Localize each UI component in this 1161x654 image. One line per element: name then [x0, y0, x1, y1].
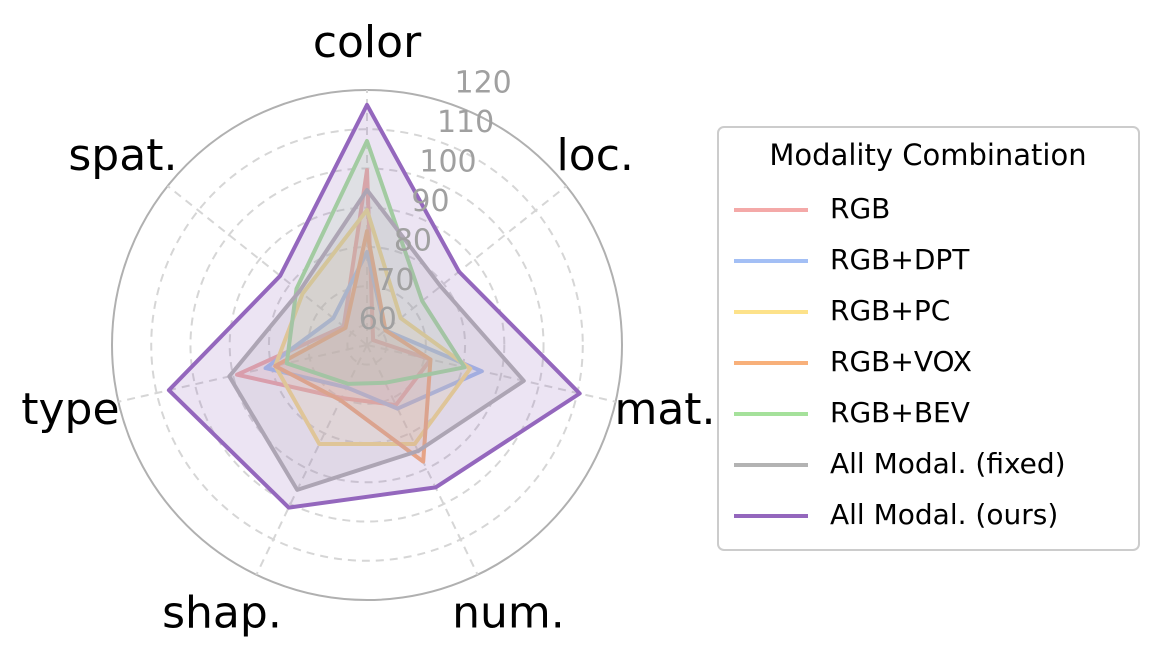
legend-box — [717, 126, 1140, 551]
tick-label: 60 — [359, 302, 397, 337]
tick-label: 110 — [437, 105, 494, 140]
series-line — [273, 208, 473, 446]
tick-label: 70 — [376, 263, 414, 298]
legend-label: RGB+BEV — [830, 396, 970, 429]
tick-label: 100 — [419, 145, 476, 180]
series-area — [168, 104, 580, 508]
series-line — [263, 250, 484, 411]
axis-label: type — [21, 384, 119, 435]
grid-circle — [150, 128, 584, 562]
grid-circle — [307, 285, 427, 405]
legend-label: RGB+VOX — [830, 345, 972, 378]
axis-label: spat. — [68, 130, 177, 181]
axis-label: mat. — [614, 384, 715, 435]
series-line — [166, 102, 582, 510]
series-area — [237, 170, 431, 406]
legend-title: Modality Combination — [769, 138, 1086, 172]
axis-label: shap. — [162, 587, 282, 638]
series-line — [273, 229, 433, 464]
legend-label: All Modal. (fixed) — [830, 447, 1066, 480]
spoke — [366, 344, 616, 403]
legend-label: All Modal. (ours) — [830, 498, 1058, 531]
legend-label: RGB+DPT — [830, 243, 970, 276]
tick-label: 80 — [394, 223, 432, 258]
tick-label: 90 — [411, 184, 449, 219]
axis-label: num. — [452, 587, 565, 638]
series-line — [227, 188, 526, 492]
series-area — [265, 252, 482, 409]
legend-label: RGB+PC — [830, 294, 950, 327]
grid-circle — [267, 245, 467, 445]
series-area — [275, 231, 431, 462]
axis-label: loc. — [557, 130, 634, 181]
axis-label: color — [313, 17, 422, 68]
series-line — [235, 168, 433, 408]
series-line — [284, 139, 467, 386]
tick-label: 120 — [454, 66, 511, 101]
legend-label: RGB — [830, 192, 890, 225]
series-area — [229, 190, 524, 490]
series-area — [286, 141, 465, 384]
